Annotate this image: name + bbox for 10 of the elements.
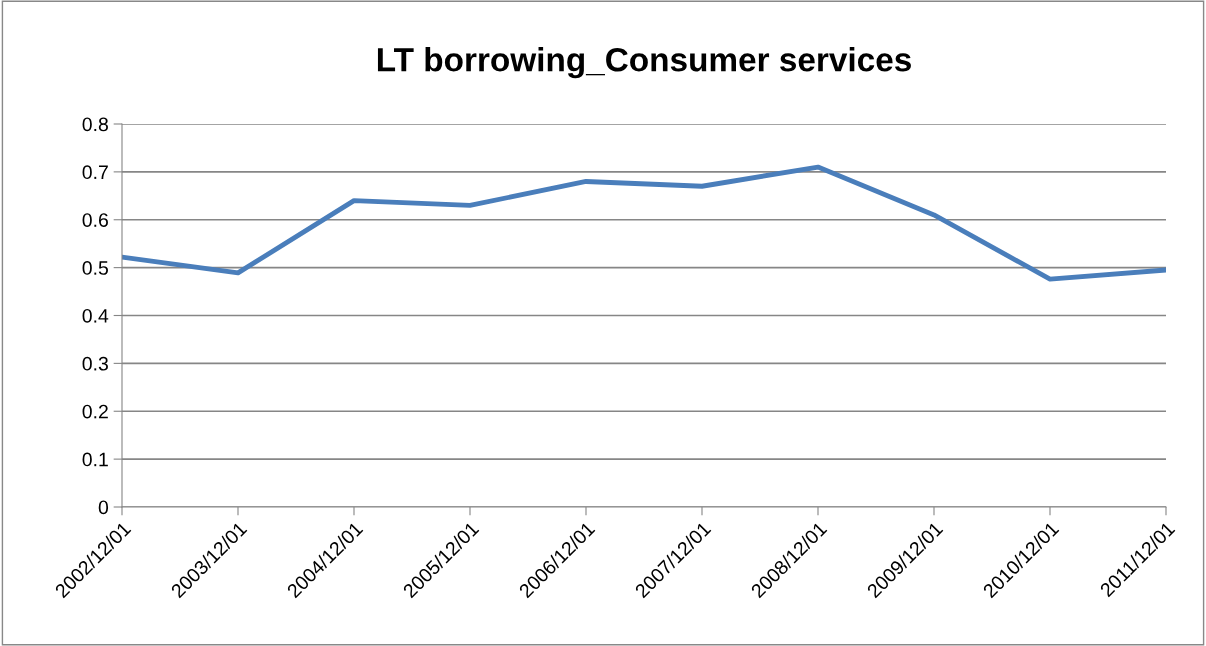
chart-title: LT borrowing_Consumer services [377,47,911,79]
y-tick-label: 0.1 [82,452,108,467]
y-tick-label: 0.6 [82,213,108,227]
y-tick-label: 0.8 [82,117,108,132]
y-tick-label: 0 [98,500,109,515]
y-tick-label: 0.7 [82,165,108,180]
y-tick-label: 0.4 [82,308,109,323]
y-tick-label: 0.5 [82,261,108,275]
y-tick-label: 0.2 [82,404,108,419]
y-tick-label: 0.3 [82,356,108,371]
